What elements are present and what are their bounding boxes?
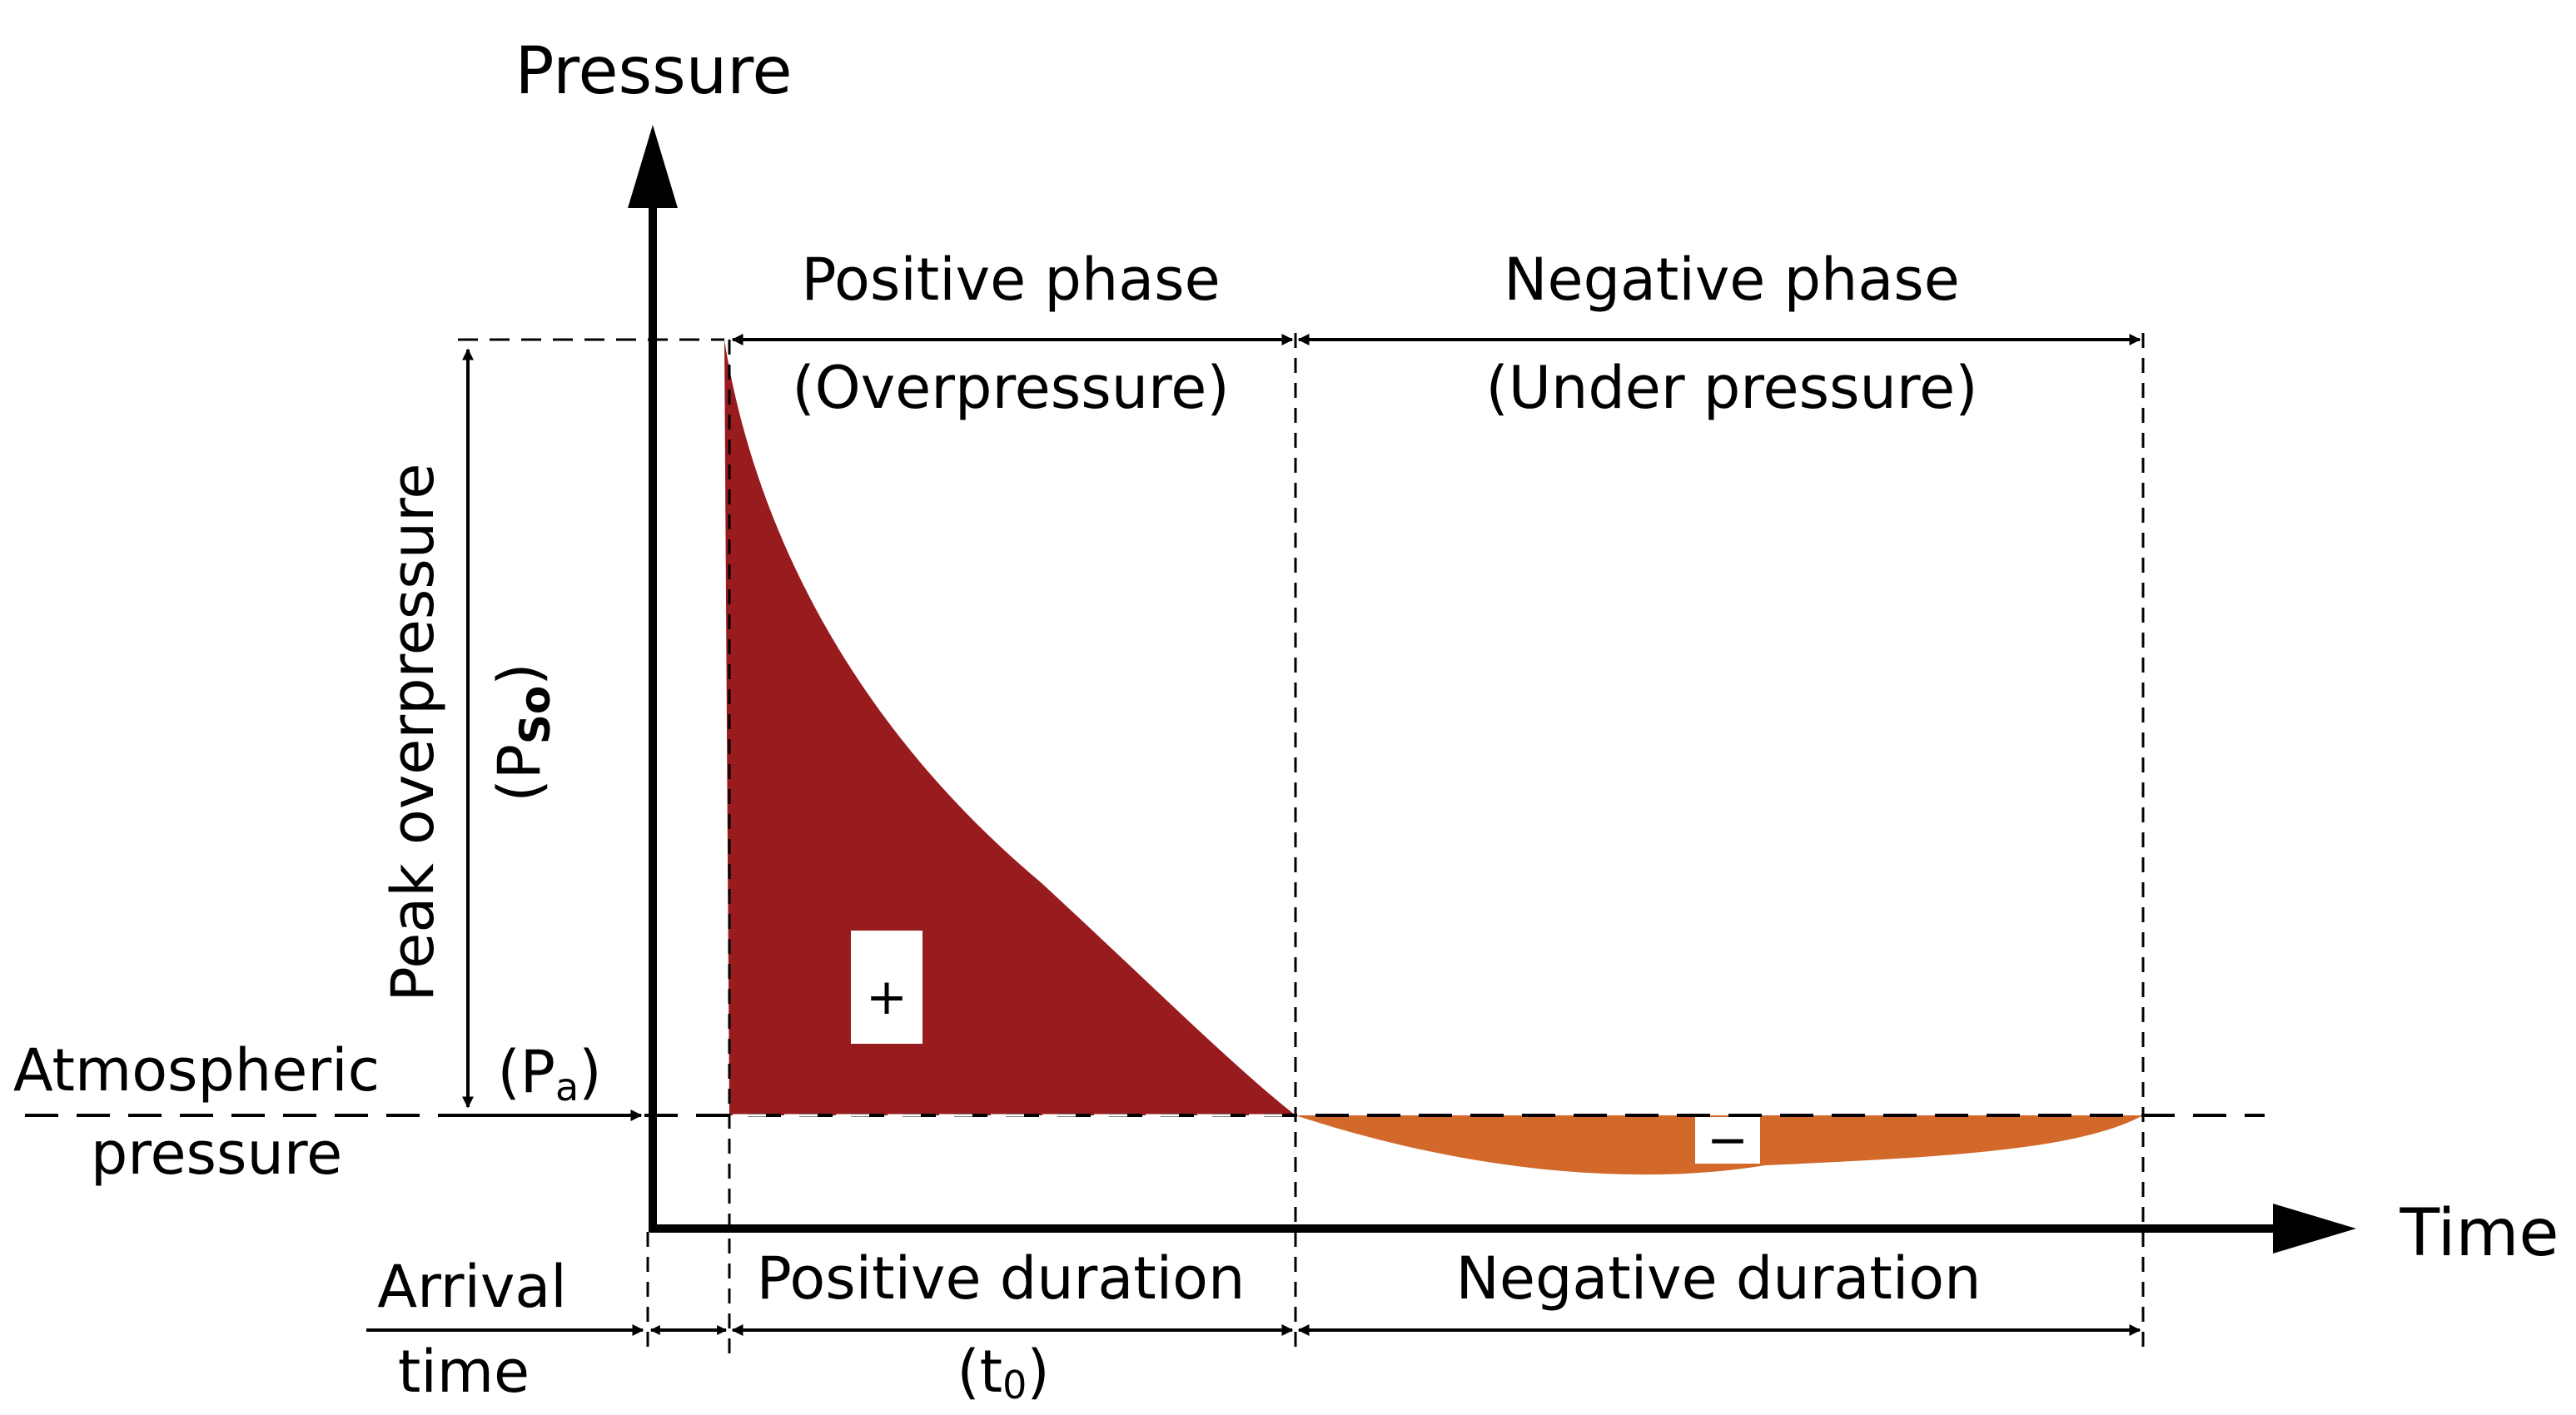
- plus-sign-box: [851, 931, 922, 1044]
- x-axis-arrowhead: [2273, 1204, 2356, 1254]
- y-axis-arrowhead: [628, 125, 678, 208]
- negative-phase-title: Negative phase: [1504, 246, 1960, 314]
- peak-overpressure-label: Peak overpressure: [379, 464, 447, 1002]
- positive-duration-label: Positive duration: [757, 1244, 1246, 1313]
- plus-sign: +: [866, 968, 908, 1026]
- peak-overpressure-symbol: (PSo): [485, 663, 559, 802]
- atmospheric-symbol: (Pa): [497, 1038, 601, 1110]
- negative-phase-subtitle: (Under pressure): [1485, 354, 1977, 422]
- y-axis-label: Pressure: [515, 34, 792, 109]
- minus-sign-box: [1695, 1117, 1760, 1164]
- negative-duration-label: Negative duration: [1456, 1244, 1982, 1313]
- atmospheric-label-line2: pressure: [91, 1120, 342, 1188]
- positive-phase-subtitle: (Overpressure): [792, 354, 1229, 422]
- minus-sign: −: [1707, 1111, 1748, 1169]
- atmospheric-label-line1: Atmospheric: [13, 1036, 380, 1105]
- positive-duration-symbol: (t0): [957, 1338, 1049, 1408]
- arrival-time-label-line2: time: [398, 1338, 530, 1406]
- positive-phase-title: Positive phase: [801, 246, 1220, 314]
- positive-phase-area: [724, 340, 1295, 1115]
- arrival-time-label-line1: Arrival: [377, 1253, 566, 1321]
- x-axis-label: Time: [2399, 1196, 2559, 1271]
